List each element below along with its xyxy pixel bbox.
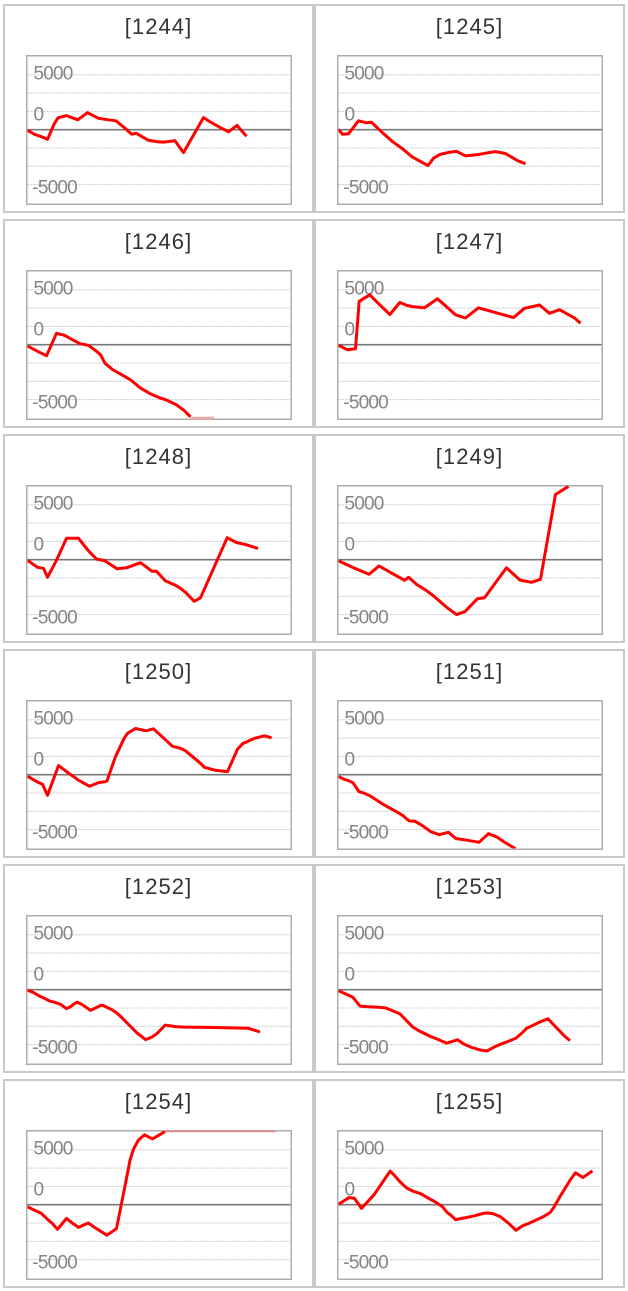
svg-text:0: 0 bbox=[33, 319, 43, 340]
svg-text:-5000: -5000 bbox=[32, 607, 77, 628]
svg-text:5000: 5000 bbox=[33, 708, 72, 729]
svg-text:0: 0 bbox=[344, 534, 354, 555]
svg-text:-5000: -5000 bbox=[343, 822, 388, 843]
svg-text:-5000: -5000 bbox=[32, 822, 77, 843]
svg-text:0: 0 bbox=[33, 1179, 43, 1200]
svg-text:0: 0 bbox=[33, 964, 43, 985]
svg-text:5000: 5000 bbox=[33, 63, 72, 84]
svg-text:0: 0 bbox=[33, 749, 43, 770]
svg-text:5000: 5000 bbox=[344, 493, 383, 514]
svg-text:5000: 5000 bbox=[33, 923, 72, 944]
svg-text:0: 0 bbox=[344, 104, 354, 125]
svg-text:-5000: -5000 bbox=[32, 1037, 77, 1058]
svg-text:-5000: -5000 bbox=[343, 177, 388, 198]
svg-text:-5000: -5000 bbox=[32, 392, 77, 413]
svg-text:5000: 5000 bbox=[344, 278, 383, 299]
svg-text:0: 0 bbox=[344, 964, 354, 985]
svg-text:0: 0 bbox=[33, 534, 43, 555]
svg-text:0: 0 bbox=[344, 319, 354, 340]
svg-text:5000: 5000 bbox=[344, 63, 383, 84]
svg-text:5000: 5000 bbox=[33, 278, 72, 299]
svg-text:-5000: -5000 bbox=[343, 1037, 388, 1058]
svg-text:-5000: -5000 bbox=[343, 392, 388, 413]
svg-text:5000: 5000 bbox=[344, 923, 383, 944]
svg-text:5000: 5000 bbox=[344, 708, 383, 729]
svg-text:-5000: -5000 bbox=[32, 1252, 77, 1273]
svg-text:0: 0 bbox=[344, 749, 354, 770]
svg-text:5000: 5000 bbox=[344, 1138, 383, 1159]
svg-text:0: 0 bbox=[33, 104, 43, 125]
svg-text:-5000: -5000 bbox=[32, 177, 77, 198]
svg-text:-5000: -5000 bbox=[343, 607, 388, 628]
svg-text:5000: 5000 bbox=[33, 1138, 72, 1159]
svg-text:5000: 5000 bbox=[33, 493, 72, 514]
svg-text:0: 0 bbox=[344, 1179, 354, 1200]
svg-text:-5000: -5000 bbox=[343, 1252, 388, 1273]
